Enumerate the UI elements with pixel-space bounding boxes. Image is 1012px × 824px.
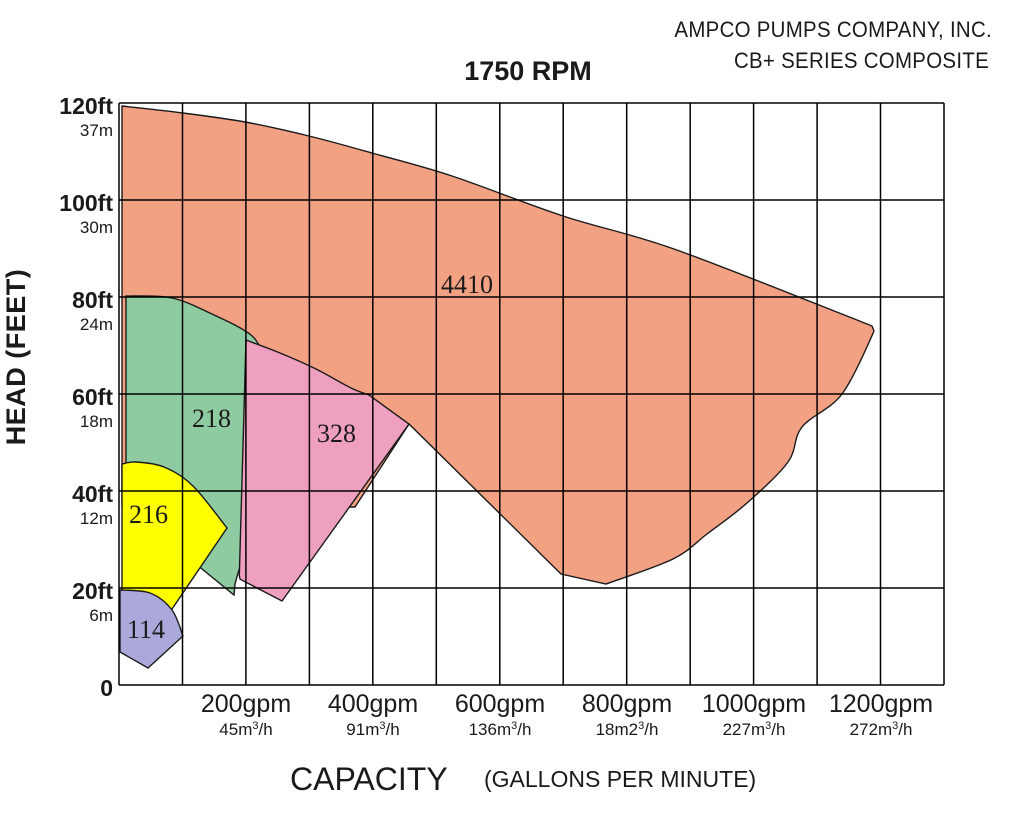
svg-text:20ft: 20ft: [72, 578, 113, 604]
svg-text:400gpm: 400gpm: [328, 690, 418, 718]
svg-text:1200gpm: 1200gpm: [829, 690, 933, 718]
svg-text:216: 216: [129, 500, 168, 529]
svg-text:4410: 4410: [441, 270, 493, 299]
svg-text:114: 114: [127, 615, 165, 644]
svg-text:30m: 30m: [80, 218, 113, 237]
svg-text:0: 0: [100, 675, 113, 701]
svg-text:1750 RPM: 1750 RPM: [464, 56, 592, 86]
svg-text:80ft: 80ft: [72, 287, 113, 313]
svg-text:218: 218: [192, 404, 231, 433]
svg-text:272m3/h: 272m3/h: [850, 720, 913, 739]
svg-text:328: 328: [317, 419, 356, 448]
svg-text:91m3/h: 91m3/h: [346, 720, 399, 739]
svg-text:6m: 6m: [89, 606, 113, 625]
svg-text:40ft: 40ft: [72, 481, 113, 507]
svg-text:18m23/h: 18m23/h: [596, 720, 659, 739]
svg-text:136m3/h: 136m3/h: [469, 720, 532, 739]
svg-text:120ft: 120ft: [59, 93, 113, 119]
svg-text:CAPACITY: CAPACITY: [290, 761, 448, 797]
svg-text:18m: 18m: [80, 412, 113, 431]
svg-text:100ft: 100ft: [59, 190, 113, 216]
svg-text:600gpm: 600gpm: [455, 690, 545, 718]
svg-text:45m3/h: 45m3/h: [219, 720, 272, 739]
svg-text:(GALLONS PER MINUTE): (GALLONS PER MINUTE): [484, 766, 756, 792]
svg-text:12m: 12m: [80, 509, 113, 528]
svg-text:60ft: 60ft: [72, 384, 113, 410]
svg-text:HEAD (FEET): HEAD (FEET): [1, 269, 31, 446]
svg-text:800gpm: 800gpm: [582, 690, 672, 718]
svg-text:CB+ SERIES COMPOSITE: CB+ SERIES COMPOSITE: [734, 48, 989, 73]
svg-text:24m: 24m: [80, 315, 113, 334]
svg-text:37m: 37m: [80, 121, 113, 140]
svg-text:200gpm: 200gpm: [201, 690, 291, 718]
svg-text:227m3/h: 227m3/h: [723, 720, 786, 739]
svg-text:AMPCO PUMPS COMPANY, INC.: AMPCO PUMPS COMPANY, INC.: [674, 17, 992, 42]
svg-text:1000gpm: 1000gpm: [702, 690, 806, 718]
